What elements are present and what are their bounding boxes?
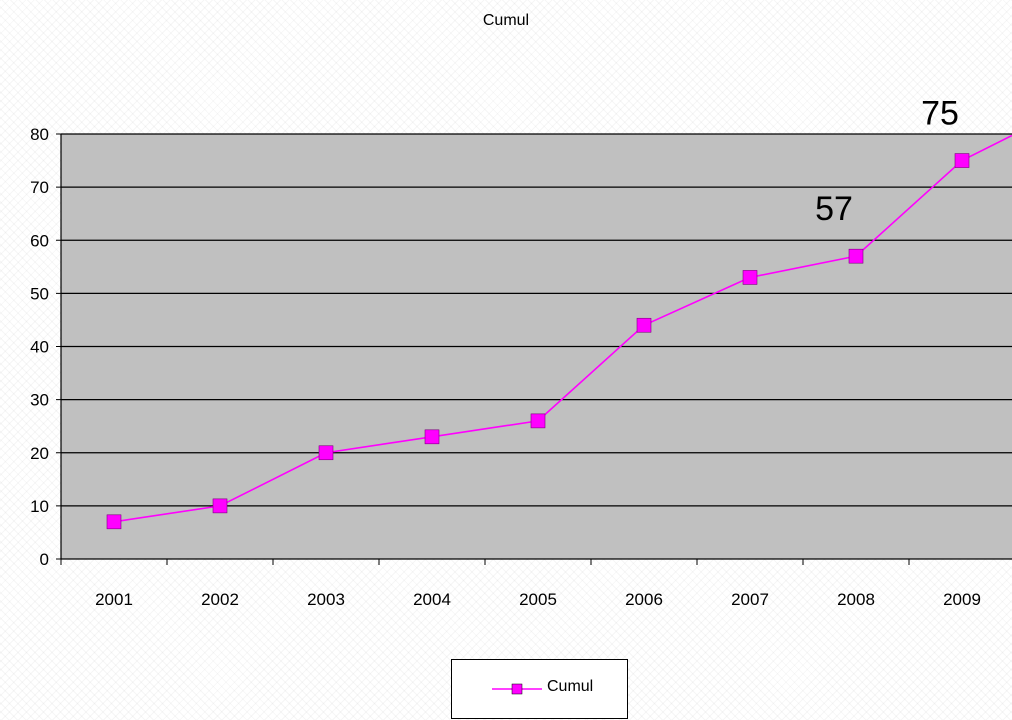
data-point-2007 bbox=[742, 270, 758, 285]
x-tick-label-2002: 2002 bbox=[201, 590, 239, 609]
legend-label-cumul: Cumul bbox=[547, 678, 594, 695]
x-tick-label-2006: 2006 bbox=[625, 590, 663, 609]
data-point-2008 bbox=[848, 248, 864, 264]
series-cumul bbox=[106, 134, 1012, 530]
data-point-2006 bbox=[636, 317, 652, 333]
x-tick-label-2008: 2008 bbox=[837, 590, 875, 609]
axes bbox=[56, 133, 1012, 565]
data-label-2008: 57 bbox=[815, 190, 853, 228]
y-tick-label-80: 80 bbox=[30, 125, 49, 144]
y-tick-label-10: 10 bbox=[30, 497, 49, 516]
y-tick-label-50: 50 bbox=[30, 284, 49, 303]
chart-title: Cumul bbox=[482, 12, 530, 29]
data-point-2009 bbox=[954, 153, 970, 168]
data-point-2004 bbox=[424, 429, 440, 445]
legend-swatch-cumul bbox=[492, 683, 542, 695]
data-point-2003 bbox=[318, 445, 334, 461]
y-tick-label-0: 0 bbox=[40, 550, 49, 569]
gridlines bbox=[61, 133, 1012, 507]
x-tick-label-2009: 2009 bbox=[943, 590, 981, 609]
legend: Cumul bbox=[451, 659, 628, 719]
data-label-2009: 75 bbox=[921, 95, 959, 133]
data-point-2001 bbox=[106, 514, 122, 530]
x-tick-label-2003: 2003 bbox=[307, 590, 345, 609]
series-line-0 bbox=[113, 134, 1012, 523]
y-tick-label-30: 30 bbox=[30, 391, 49, 410]
x-tick-label-2004: 2004 bbox=[413, 590, 451, 609]
y-tick-label-40: 40 bbox=[30, 338, 49, 357]
data-point-2005 bbox=[530, 413, 546, 429]
tick-labels: 0 10 20 30 40 50 60 70 80 2001 2002 2003 2004 2005 200… bbox=[30, 125, 981, 609]
data-labels: 57 75 bbox=[815, 95, 959, 229]
x-tick-label-2005: 2005 bbox=[519, 590, 557, 609]
data-point-2002 bbox=[212, 498, 228, 514]
y-tick-label-20: 20 bbox=[30, 444, 49, 463]
y-tick-label-60: 60 bbox=[30, 231, 49, 250]
x-tick-label-2007: 2007 bbox=[731, 590, 769, 609]
y-tick-label-70: 70 bbox=[30, 178, 49, 197]
x-tick-label-2001: 2001 bbox=[95, 590, 133, 609]
